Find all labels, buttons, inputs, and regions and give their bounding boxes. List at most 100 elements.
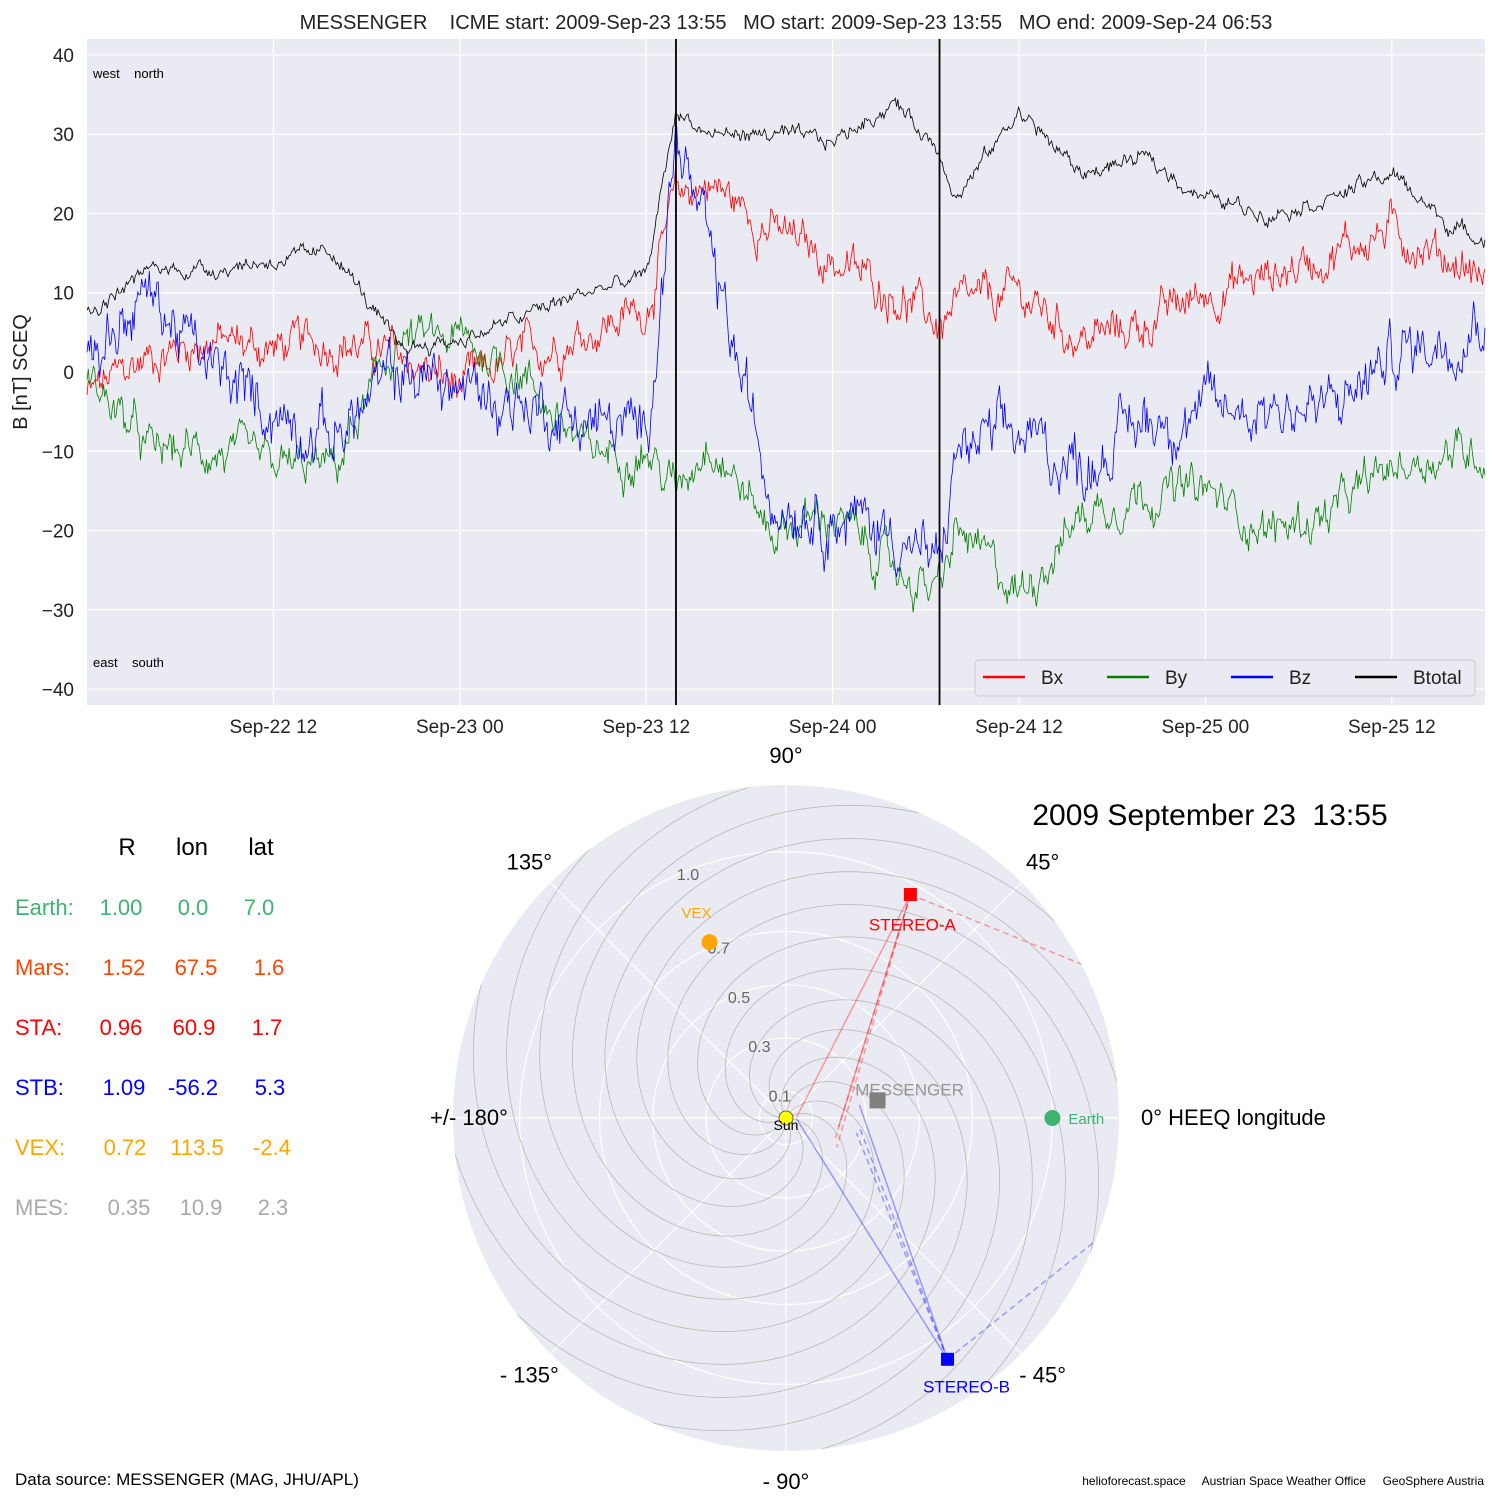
fov-line — [947, 1224, 1116, 1360]
fov-line — [836, 894, 912, 1148]
table-cell: 2.3 — [258, 1195, 289, 1220]
parker-spiral — [604, 838, 1119, 1271]
marker-label-stereo-b: STEREO-B — [923, 1377, 1010, 1396]
ts-legend: Bx By Bz Btotal — [974, 659, 1476, 697]
marker-earth — [1044, 1110, 1061, 1126]
radial-tick-label: 0.5 — [728, 990, 750, 1007]
corner-label-top: west north — [92, 66, 164, 81]
ts-y-tick-label: −30 — [42, 601, 74, 622]
table-row-name: MES: — [15, 1195, 69, 1220]
marker-messenger — [869, 1092, 886, 1109]
positions-panel: 0.10.30.50.71.0 0° HEEQ longitude45°90°1… — [430, 743, 1388, 1494]
ts-y-tick-label: −10 — [42, 442, 74, 463]
parker-spiral — [453, 800, 936, 1365]
magnetic-field-panel: MESSENGER ICME start: 2009-Sep-23 13:55 … — [10, 12, 1486, 738]
ts-x-tick-label: Sep-24 00 — [789, 717, 877, 738]
table-row-name: STA: — [15, 1015, 62, 1040]
legend-label-btotal: Btotal — [1413, 668, 1462, 689]
corner-label-bottom: east south — [93, 655, 164, 670]
marker-label-vex: VEX — [682, 905, 712, 922]
table-cell: 113.5 — [170, 1135, 223, 1160]
parker-spirals — [453, 785, 1119, 1451]
parker-spiral — [468, 968, 1033, 1451]
table-cell: 0.35 — [108, 1195, 151, 1220]
fov-line — [859, 1128, 949, 1360]
table-column-header: lon — [176, 834, 208, 861]
polar-title: 2009 September 23 13:55 — [1032, 799, 1387, 832]
parker-spiral — [636, 871, 1119, 1436]
marker-sun — [778, 1110, 794, 1126]
angle-label: +/- 180° — [430, 1105, 508, 1130]
table-cell: 0.72 — [104, 1135, 147, 1160]
polar-spoke — [550, 1117, 787, 1354]
marker-label-earth: Earth — [1068, 1111, 1104, 1128]
table-cell: -2.4 — [253, 1135, 291, 1160]
fov-line — [795, 1118, 949, 1360]
marker-label-messenger: MESSENGER — [855, 1080, 964, 1099]
parker-spiral — [539, 785, 1104, 1268]
parker-spiral — [667, 903, 1100, 1451]
ts-legend-box — [974, 659, 1476, 697]
ts-grid — [87, 39, 1485, 705]
ts-x-tick-label: Sep-22 12 — [230, 717, 318, 738]
angle-label: 0° HEEQ longitude — [1141, 1105, 1326, 1130]
table-row-name: Earth: — [15, 895, 74, 920]
parker-spiral — [453, 965, 968, 1398]
polar-spoke — [785, 1117, 1022, 1354]
series-line-btotal — [86, 96, 1486, 357]
marker-label-sun: Sun — [774, 1117, 799, 1133]
ts-x-tick-label: Sep-25 00 — [1162, 717, 1250, 738]
table-cell: 0.96 — [100, 1015, 143, 1040]
ts-series-lines — [86, 96, 1486, 613]
parker-spiral — [633, 936, 1066, 1451]
fov-line — [858, 1104, 949, 1360]
fov-line — [910, 893, 1101, 973]
ts-y-ticks: −40 −30 −20 −10 0 10 20 30 40 — [42, 46, 74, 701]
ts-x-ticks: Sep-22 12 Sep-23 00 Sep-23 12 Sep-24 00 Sep-… — [230, 717, 1436, 738]
ts-x-tick-label: Sep-23 12 — [602, 717, 690, 738]
series-line-bx — [86, 167, 1486, 398]
table-cell: 1.52 — [103, 955, 146, 980]
ts-y-tick-label: 10 — [53, 284, 74, 305]
ts-y-tick-label: −20 — [42, 522, 74, 543]
table-cell: 60.9 — [173, 1015, 216, 1040]
ts-event-lines — [675, 39, 941, 705]
series-line-by — [86, 312, 1486, 613]
ts-x-tick-label: Sep-23 00 — [416, 717, 504, 738]
angle-label: 135° — [507, 849, 553, 874]
table-cell: 67.5 — [175, 955, 218, 980]
data-source: Data source: MESSENGER (MAG, JHU/APL) — [15, 1470, 359, 1489]
table-cell: 5.3 — [255, 1075, 286, 1100]
ts-y-axis-label: B [nT] SCEQ — [10, 314, 32, 430]
legend-label-bz: Bz — [1289, 668, 1311, 689]
marker-vex — [701, 934, 718, 951]
table-column-header: lat — [248, 834, 274, 861]
angle-labels: 0° HEEQ longitude 45° 90° 135° +/- 180° - 135… — [430, 743, 1326, 1494]
spacecraft-markers: Sun Earth STEREO-A STEREO-B VEX MESSENGER — [682, 888, 1104, 1396]
ts-y-tick-label: 30 — [53, 125, 74, 146]
table-cell: -56.2 — [168, 1075, 218, 1100]
polar-grid — [453, 785, 1119, 1451]
legend-label-bx: Bx — [1041, 668, 1064, 689]
table-cell: 10.9 — [180, 1195, 223, 1220]
fov-line — [795, 894, 912, 1118]
table-cell: 1.00 — [100, 895, 143, 920]
angle-label: 45° — [1026, 849, 1059, 874]
field-of-view-lines — [795, 893, 1116, 1360]
table-cell: 1.7 — [252, 1015, 283, 1040]
table-cell: 7.0 — [244, 895, 275, 920]
radial-tick-label: 1.0 — [677, 867, 699, 884]
table-cell: 1.09 — [103, 1075, 146, 1100]
radial-tick-label: 0.1 — [769, 1088, 791, 1105]
marker-stereo-a — [903, 888, 917, 902]
table-cell: 1.6 — [254, 955, 285, 980]
parker-spiral — [571, 804, 1119, 1237]
fov-line — [834, 894, 912, 1139]
table-row-name: VEX: — [15, 1135, 65, 1160]
polar-spoke — [785, 882, 1022, 1119]
fov-line — [855, 1132, 949, 1360]
ts-y-tick-label: 40 — [53, 46, 74, 67]
angle-label: - 90° — [763, 1469, 810, 1494]
